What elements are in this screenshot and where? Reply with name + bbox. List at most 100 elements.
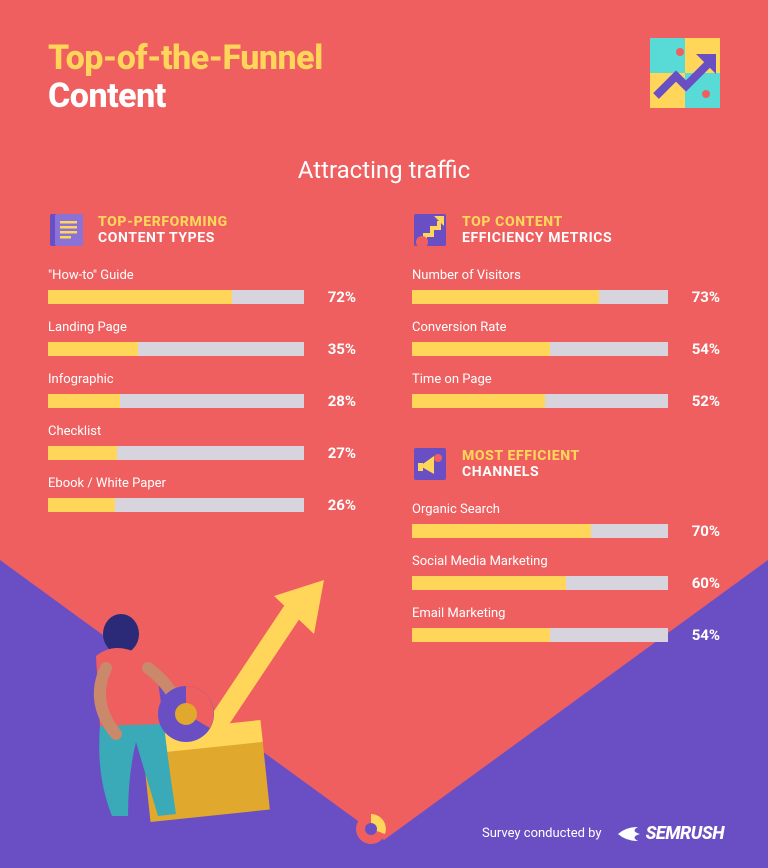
bar-item: Infographic 28% [48, 372, 356, 410]
section-titles: TOP-PERFORMING CONTENT TYPES [98, 214, 228, 246]
bar-value: 27% [316, 444, 356, 462]
bar-value: 73% [680, 288, 720, 306]
bar-item: Organic Search 70% [412, 502, 720, 540]
bar-label: Organic Search [412, 502, 720, 517]
bar-track [48, 446, 304, 460]
bar-track [48, 342, 304, 356]
bar-item: Email Marketing 54% [412, 606, 720, 644]
footer-text: Survey conducted by [482, 826, 602, 841]
bar-label: Social Media Marketing [412, 554, 720, 569]
bar-list: Number of Visitors 73% Conversion Rate 54% T… [412, 268, 720, 410]
document-icon [48, 212, 84, 248]
bar-label: Time on Page [412, 372, 720, 387]
bar-fill [48, 342, 138, 356]
bar-row: 72% [48, 288, 356, 306]
bar-row: 28% [48, 392, 356, 410]
bar-item: Ebook / White Paper 26% [48, 476, 356, 514]
bar-row: 27% [48, 444, 356, 462]
bar-fill [412, 342, 550, 356]
bar-row: 60% [412, 574, 720, 592]
bar-fill [48, 290, 232, 304]
section-sublabel: CONTENT TYPES [98, 230, 228, 246]
bar-label: Conversion Rate [412, 320, 720, 335]
bar-label: Infographic [48, 372, 356, 387]
bar-item: Landing Page 35% [48, 320, 356, 358]
bar-value: 35% [316, 340, 356, 358]
right-column: TOP CONTENT EFFICIENCY METRICS Number of… [412, 212, 720, 680]
bar-row: 26% [48, 496, 356, 514]
footer: Survey conducted by SEMRUSH [482, 823, 724, 844]
bar-item: Checklist 27% [48, 424, 356, 462]
section-titles: TOP CONTENT EFFICIENCY METRICS [462, 214, 612, 246]
bar-track [48, 394, 304, 408]
bar-row: 54% [412, 626, 720, 644]
section-head: TOP CONTENT EFFICIENCY METRICS [412, 212, 720, 248]
bar-value: 54% [680, 626, 720, 644]
header: Top-of-the-Funnel Content [48, 38, 720, 116]
bar-value: 54% [680, 340, 720, 358]
brand-name: SEMRUSH [646, 823, 724, 844]
section-label: MOST EFFICIENT [462, 448, 580, 464]
bar-row: 54% [412, 340, 720, 358]
bar-fill [412, 576, 566, 590]
bar-fill [412, 394, 545, 408]
bar-track [48, 290, 304, 304]
bar-track [412, 576, 668, 590]
bar-fill [48, 394, 120, 408]
section-label: TOP-PERFORMING [98, 214, 228, 230]
title-block: Top-of-the-Funnel Content [48, 38, 323, 116]
bar-value: 52% [680, 392, 720, 410]
bar-list: Organic Search 70% Social Media Marketing 6… [412, 502, 720, 644]
bar-track [412, 290, 668, 304]
section-efficiency-metrics: TOP CONTENT EFFICIENCY METRICS Number of… [412, 212, 720, 410]
bar-fill [48, 446, 117, 460]
infographic-canvas: Top-of-the-Funnel Content Attracting tra… [0, 0, 768, 868]
growth-arrow-icon [650, 38, 720, 108]
bar-label: Email Marketing [412, 606, 720, 621]
stairs-arrow-icon [412, 212, 448, 248]
bar-fill [48, 498, 115, 512]
bar-row: 70% [412, 522, 720, 540]
bar-list: "How-to" Guide 72% Landing Page 35% Infograp… [48, 268, 356, 514]
bar-value: 60% [680, 574, 720, 592]
bar-row: 35% [48, 340, 356, 358]
bar-track [412, 394, 668, 408]
flame-icon [616, 825, 642, 843]
bar-label: Checklist [48, 424, 356, 439]
person-unboxing-icon [36, 566, 336, 826]
bar-row: 73% [412, 288, 720, 306]
section-label: TOP CONTENT [462, 214, 612, 230]
bar-label: "How-to" Guide [48, 268, 356, 283]
section-head: TOP-PERFORMING CONTENT TYPES [48, 212, 356, 248]
section-channels: MOST EFFICIENT CHANNELS Organic Search 70… [412, 446, 720, 644]
bar-track [48, 498, 304, 512]
bar-value: 70% [680, 522, 720, 540]
title-line-2: Content [48, 76, 323, 116]
megaphone-icon [412, 446, 448, 482]
bar-fill [412, 628, 550, 642]
section-head: MOST EFFICIENT CHANNELS [412, 446, 720, 482]
bar-item: Social Media Marketing 60% [412, 554, 720, 592]
title-line-1: Top-of-the-Funnel [48, 38, 323, 78]
bar-fill [412, 524, 591, 538]
tiny-pie-icon [354, 812, 388, 846]
bar-label: Ebook / White Paper [48, 476, 356, 491]
section-sublabel: EFFICIENCY METRICS [462, 230, 612, 246]
bar-item: Time on Page 52% [412, 372, 720, 410]
bar-value: 26% [316, 496, 356, 514]
section-sublabel: CHANNELS [462, 464, 580, 480]
subheading: Attracting traffic [0, 156, 768, 184]
bar-value: 72% [316, 288, 356, 306]
bar-row: 52% [412, 392, 720, 410]
bar-item: Number of Visitors 73% [412, 268, 720, 306]
section-content-types: TOP-PERFORMING CONTENT TYPES "How-to" Gu… [48, 212, 356, 514]
bar-fill [412, 290, 599, 304]
bar-track [412, 524, 668, 538]
bar-item: Conversion Rate 54% [412, 320, 720, 358]
brand-logo: SEMRUSH [616, 823, 724, 844]
bar-label: Landing Page [48, 320, 356, 335]
bar-track [412, 342, 668, 356]
bar-item: "How-to" Guide 72% [48, 268, 356, 306]
bar-value: 28% [316, 392, 356, 410]
bar-label: Number of Visitors [412, 268, 720, 283]
